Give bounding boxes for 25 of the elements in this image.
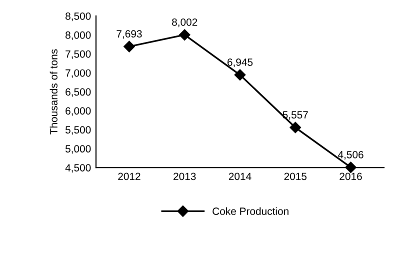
y-tick-label: 4,500 (65, 164, 91, 173)
y-tick-label: 5,000 (65, 145, 91, 154)
data-label: 8,002 (172, 18, 198, 28)
y-axis-title: Thousands of tons (50, 49, 58, 134)
y-tick-label: 7,000 (66, 69, 91, 78)
data-label: 5,557 (282, 111, 308, 120)
point (234, 69, 246, 81)
y-tick-label: 7,500 (66, 50, 91, 59)
x-tick-label: 2014 (228, 172, 252, 180)
data-label: 6,945 (227, 58, 253, 68)
x-tick-label: 2013 (174, 172, 196, 180)
data-label: 7,693 (116, 30, 142, 39)
point (124, 40, 135, 52)
x-tick-label: 2016 (340, 172, 362, 180)
y-tick-label: 8,500 (66, 12, 91, 22)
x-tick-label: 2012 (118, 172, 140, 180)
data-label: 4,506 (338, 150, 364, 160)
legend-label: Coke Production (212, 207, 288, 215)
point (179, 29, 190, 40)
x-tick-label: 2015 (284, 172, 307, 180)
y-tick-label: 6,500 (66, 88, 91, 97)
y-tick-label: 5,500 (65, 126, 91, 135)
y-tick-label: 8,000 (66, 31, 91, 40)
point (290, 122, 301, 134)
y-tick-label: 6,000 (66, 107, 91, 116)
